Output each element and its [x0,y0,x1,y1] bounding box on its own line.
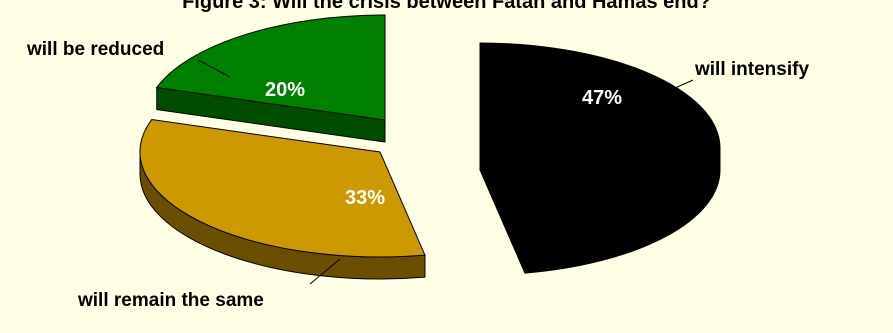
slice-will-be-reduced [155,14,386,121]
slice-category-label: will intensify [694,59,809,80]
slice-value-label: 20% [265,79,305,101]
leader-line [654,79,694,98]
slice-value-label: 47% [582,87,622,109]
slice-will-remain-the-same [139,119,426,258]
slice-value-label: 33% [345,187,385,209]
chart-title: Figure 3: Will the crisis between Fatah … [182,0,711,13]
leader-line [309,258,341,285]
slice-category-label: will remain the same [77,290,264,311]
slice-category-label: will be reduced [26,39,164,60]
leader-line [197,59,231,78]
